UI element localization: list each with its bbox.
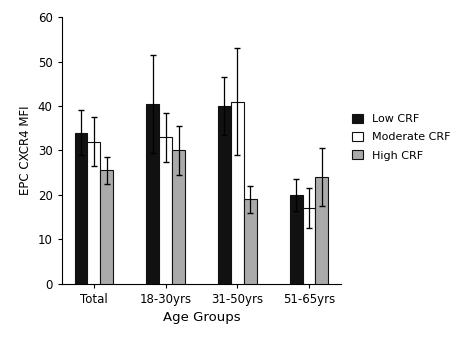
X-axis label: Age Groups: Age Groups (163, 312, 240, 325)
Bar (302, 208, 316, 284)
Bar (172, 150, 185, 284)
Bar (74, 133, 87, 284)
Bar (316, 177, 328, 284)
Bar (231, 102, 244, 284)
Legend: Low CRF, Moderate CRF, High CRF: Low CRF, Moderate CRF, High CRF (350, 111, 453, 163)
Bar (244, 199, 256, 284)
Bar (218, 106, 231, 284)
Y-axis label: EPC CXCR4 MFI: EPC CXCR4 MFI (19, 106, 32, 195)
Bar (159, 137, 172, 284)
Bar (87, 142, 100, 284)
Bar (100, 171, 113, 284)
Bar (290, 195, 302, 284)
Bar (146, 104, 159, 284)
